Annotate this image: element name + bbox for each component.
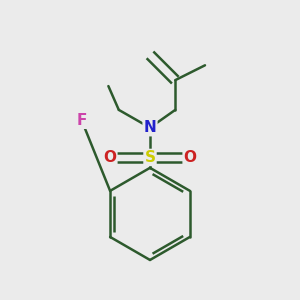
Text: F: F [76,113,87,128]
Text: O: O [184,150,196,165]
Text: N: N [144,120,156,135]
Text: S: S [145,150,155,165]
Text: O: O [103,150,116,165]
